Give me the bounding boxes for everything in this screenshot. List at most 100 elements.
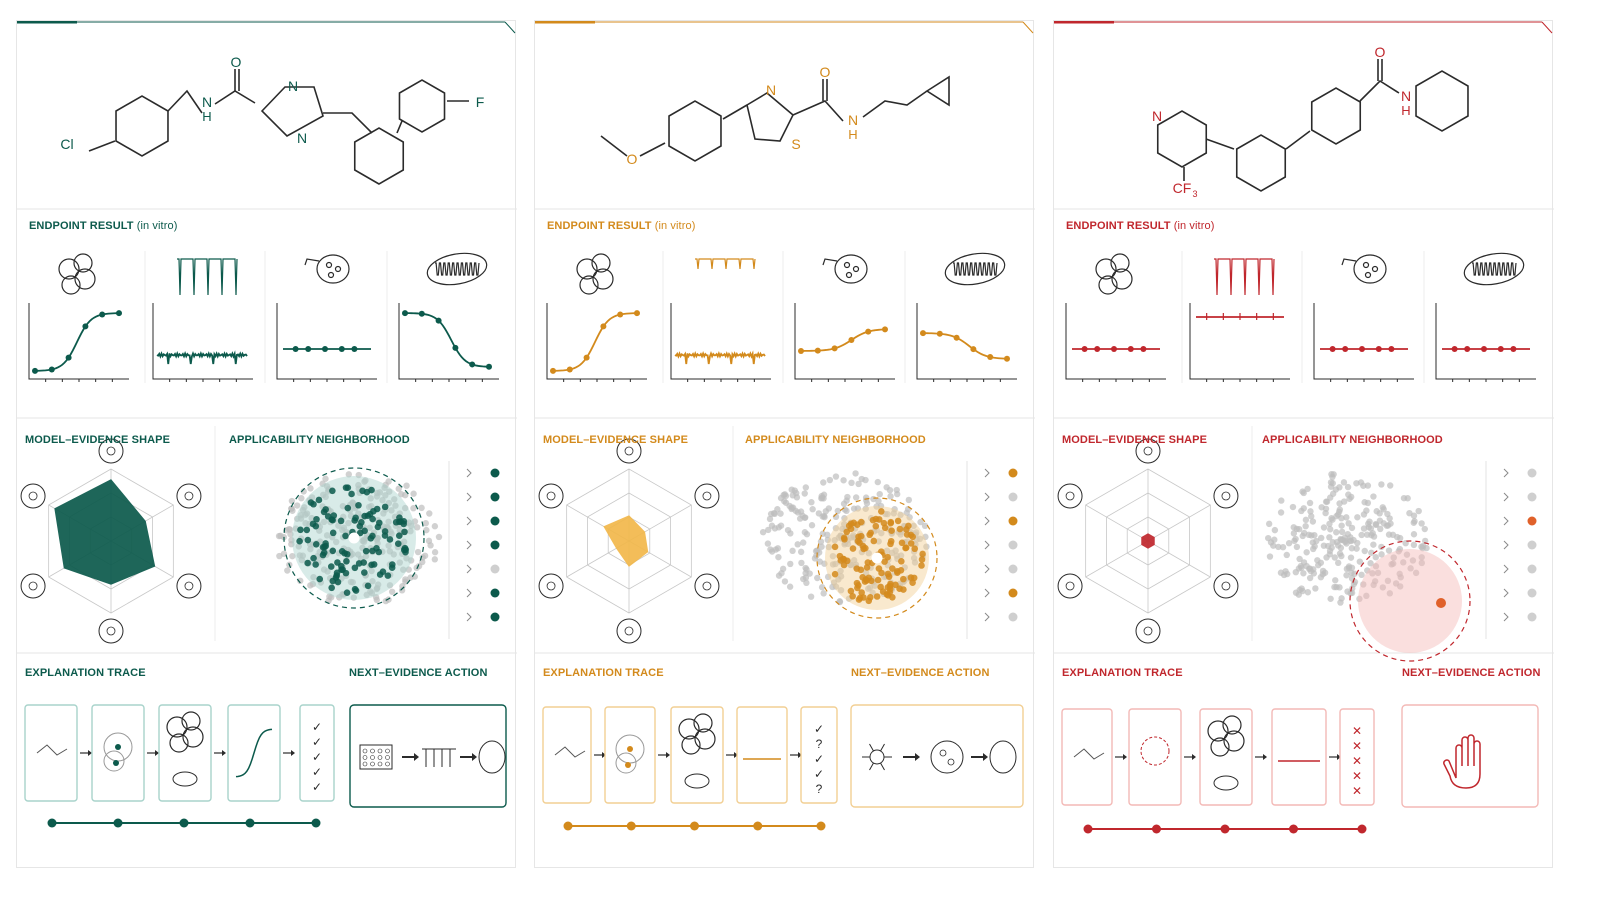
reference-compound-dot <box>771 510 778 518</box>
reference-compound-dot <box>289 552 296 560</box>
cell-cluster-icon <box>1207 720 1229 742</box>
reference-compound-dot <box>1363 592 1370 600</box>
neighbor-dot <box>384 572 392 579</box>
neighbor-dot <box>344 504 352 512</box>
neuron-icon <box>880 762 885 771</box>
reference-compound-dot <box>386 582 394 589</box>
neighbor-dot <box>911 545 919 553</box>
imidazole-ring <box>260 86 324 137</box>
reference-compound-dot <box>1365 520 1372 528</box>
reference-compound-dot <box>1360 581 1367 588</box>
organ-node-icon <box>98 618 124 644</box>
reference-compound-dot <box>781 578 789 585</box>
reference-compound-dot <box>777 494 785 502</box>
endpoint-status-dot <box>1008 540 1018 550</box>
neighbor-dot <box>356 522 364 530</box>
reference-compound-dot <box>789 492 797 499</box>
applicability-boundary <box>283 467 425 609</box>
trace-step-box <box>158 704 212 802</box>
reference-compound-dot <box>391 496 398 503</box>
response-curve <box>552 312 638 372</box>
reference-compound-dot <box>1348 564 1356 571</box>
endpoint-mini-icon <box>984 468 990 478</box>
endpoint-status-dot <box>1008 612 1018 622</box>
step-arrow <box>602 752 606 758</box>
bond <box>396 120 403 134</box>
endpoint-mini-icon <box>984 564 990 574</box>
timeline-node <box>690 821 699 831</box>
cell-cluster-icon <box>182 726 204 748</box>
bond-chain <box>862 90 928 118</box>
endpoint-mini-icon <box>984 492 990 502</box>
reference-compound-dot <box>1422 537 1429 545</box>
reference-compound-dot <box>800 539 807 546</box>
neighbor-dot <box>892 581 899 589</box>
reference-compound-dot <box>326 593 333 600</box>
reference-compound-dot <box>287 531 294 538</box>
well-plate-icon <box>385 748 390 754</box>
status-mark: ✕ <box>1352 784 1362 798</box>
reference-compound-dot <box>837 586 845 594</box>
timeline-node <box>1357 824 1367 834</box>
chart-axis <box>546 303 647 380</box>
radar-shape <box>54 479 156 585</box>
reference-compound-dot <box>1418 554 1425 561</box>
reference-compound-dot <box>1415 507 1422 515</box>
organ-node-icon <box>1213 483 1239 509</box>
thiazole-ring <box>746 92 794 142</box>
neighbor-dot <box>348 490 355 498</box>
neighbor-dot <box>858 589 865 596</box>
reference-compound-dot <box>832 560 839 568</box>
data-point <box>882 326 888 333</box>
neighbor-dot <box>841 536 848 543</box>
well-plate-icon <box>370 761 375 767</box>
reference-compound-dot <box>768 548 776 555</box>
reference-compound-dot <box>293 502 301 509</box>
neighbor-dot <box>316 575 324 583</box>
reference-compound-dot <box>333 538 340 546</box>
reference-compound-dot <box>1327 595 1334 602</box>
reference-compound-dot <box>277 532 284 540</box>
endpoint-status-dot <box>1527 468 1537 478</box>
pharmacophore-icon <box>1140 736 1170 766</box>
dose-response-mini <box>235 728 273 778</box>
data-point <box>634 310 640 317</box>
endpoint-status-dot <box>490 540 500 550</box>
cyclohexyl-ring <box>1415 70 1469 132</box>
reference-compound-dot <box>1320 542 1328 549</box>
reference-compound-dot <box>350 594 357 601</box>
neighbor-dot <box>889 565 896 572</box>
reference-compound-dot <box>865 585 872 592</box>
reference-compound-dot <box>875 497 882 505</box>
data-point <box>617 311 624 318</box>
well-plate-icon <box>377 761 383 767</box>
model-evidence-heading: MODEL–EVIDENCE SHAPE <box>25 434 171 446</box>
neighbor-dot <box>849 592 856 600</box>
data-point <box>65 354 72 361</box>
response-curve <box>922 332 1008 360</box>
cyclopropane-ring <box>925 75 950 107</box>
reference-compound-dot <box>825 505 833 512</box>
organoid-icon <box>852 265 860 273</box>
reference-compound-dot <box>922 533 929 541</box>
endpoint-status-dot <box>1008 588 1018 598</box>
step-arrow <box>798 752 802 758</box>
reference-compound-dot <box>1302 522 1309 530</box>
next-evidence-heading: NEXT–EVIDENCE ACTION <box>1402 667 1541 679</box>
reference-compound-dot <box>1374 569 1382 577</box>
well-plate-icon <box>377 748 383 754</box>
reference-compound-dot <box>1367 560 1374 567</box>
reference-compound-dot <box>824 536 831 544</box>
reference-compound-dot <box>906 514 913 521</box>
reference-compound-dot <box>887 493 894 500</box>
reference-compound-dot <box>1312 585 1319 592</box>
cell-cluster-icon <box>166 716 188 738</box>
stop-hand-icon <box>1443 734 1481 789</box>
reference-compound-dot <box>1278 497 1285 504</box>
reference-compound-dot <box>288 497 296 505</box>
neighbor-dot <box>386 536 394 543</box>
reference-compound-dot <box>1396 570 1403 578</box>
organ-node-icon <box>702 491 712 501</box>
next-evidence-heading: NEXT–EVIDENCE ACTION <box>851 667 990 679</box>
neighbor-dot <box>874 576 882 584</box>
